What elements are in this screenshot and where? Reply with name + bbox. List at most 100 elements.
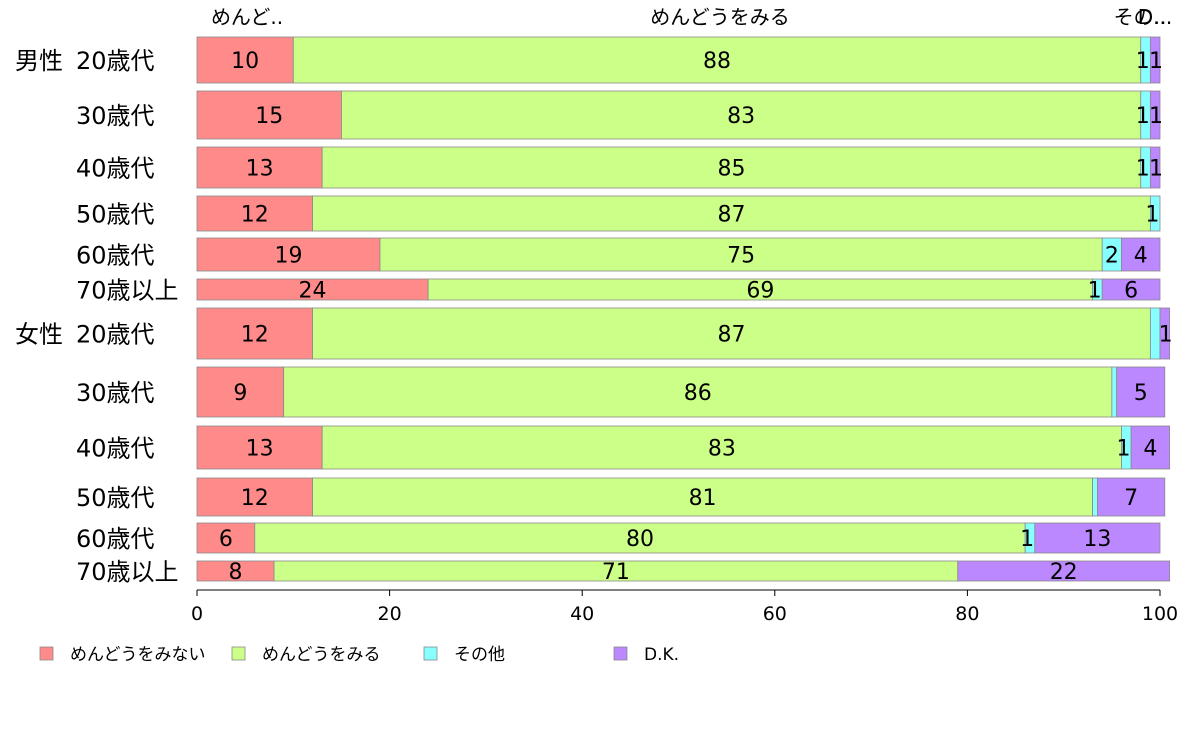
bar-segment xyxy=(321,425,1122,470)
group-label: 男性 xyxy=(15,47,63,75)
legend-swatch xyxy=(231,646,246,661)
data-label: 12 xyxy=(241,486,269,511)
bar-segment xyxy=(1111,366,1118,418)
bar-segment xyxy=(196,237,381,272)
legend-label: めんどうをみる xyxy=(262,645,381,665)
category-label: 30歳代 xyxy=(76,102,155,130)
category-label: 50歳代 xyxy=(76,484,155,512)
data-label: 12 xyxy=(241,203,269,228)
data-label: 85 xyxy=(717,157,745,182)
data-label: 13 xyxy=(246,437,274,462)
data-label: 6 xyxy=(219,527,233,552)
data-label: 1 xyxy=(1088,279,1102,304)
bar-segment xyxy=(196,366,285,418)
data-label: 1 xyxy=(1159,323,1173,348)
bar-segment xyxy=(1149,146,1161,189)
x-tick-label: 80 xyxy=(955,603,979,625)
legend-swatch xyxy=(39,646,54,661)
x-tick-label: 0 xyxy=(191,603,203,625)
data-label: 80 xyxy=(626,527,654,552)
bar-segment xyxy=(1121,237,1161,272)
data-label: 22 xyxy=(1050,560,1078,585)
x-tick-label: 100 xyxy=(1142,603,1178,625)
data-label: 13 xyxy=(246,157,274,182)
x-tick-label: 60 xyxy=(763,603,787,625)
bar-segment xyxy=(1101,278,1161,301)
bar-segment xyxy=(312,307,1151,360)
bar-segment xyxy=(283,366,1113,418)
top-series-label: めんど.. xyxy=(211,5,283,29)
bar-segment xyxy=(1130,425,1171,470)
data-label: 1 xyxy=(1145,203,1159,228)
category-label: 60歳代 xyxy=(76,242,155,270)
data-label: 81 xyxy=(689,486,717,511)
data-label: 1 xyxy=(1149,49,1163,74)
bar-segment xyxy=(196,195,313,232)
data-label: 1 xyxy=(1136,49,1150,74)
category-label: 70歳以上 xyxy=(76,558,179,586)
category-label: 20歳代 xyxy=(76,47,155,75)
x-tick-label: 20 xyxy=(378,603,402,625)
bar-segment xyxy=(1159,307,1171,360)
top-series-label: めんどうをみる xyxy=(650,5,789,29)
data-label: 83 xyxy=(727,104,755,129)
data-label: 83 xyxy=(708,437,736,462)
data-label: 87 xyxy=(717,203,745,228)
x-tick-label: 40 xyxy=(570,603,594,625)
bar-segment xyxy=(1149,195,1161,232)
bar-segment xyxy=(196,307,313,360)
bar-segment xyxy=(1097,477,1166,517)
data-label: 19 xyxy=(274,244,302,269)
data-label: 6 xyxy=(1124,279,1138,304)
data-label: 2 xyxy=(1105,244,1119,269)
legend-label: D.K. xyxy=(644,645,679,665)
data-label: 12 xyxy=(241,323,269,348)
bar-segment xyxy=(292,36,1142,84)
category-label: 60歳代 xyxy=(76,525,155,553)
data-label: 1 xyxy=(1136,157,1150,182)
legend-label: めんどうをみない xyxy=(70,645,206,665)
bar-segment xyxy=(321,146,1142,189)
bar-segment xyxy=(196,36,294,84)
category-label: 40歳代 xyxy=(76,435,155,463)
category-label: 70歳以上 xyxy=(76,277,179,305)
data-label: 87 xyxy=(717,323,745,348)
bar-segment xyxy=(1149,90,1161,140)
data-label: 86 xyxy=(684,381,712,406)
data-label: 7 xyxy=(1124,486,1138,511)
bar-segment xyxy=(1116,366,1166,418)
bar-segment xyxy=(1034,522,1161,554)
data-label: 10 xyxy=(231,49,259,74)
data-label: 75 xyxy=(727,244,755,269)
bar-segment xyxy=(1092,477,1098,517)
bar-segment xyxy=(957,560,1171,582)
bar-segment xyxy=(1149,36,1161,84)
data-label: 5 xyxy=(1134,381,1148,406)
data-label: 9 xyxy=(233,381,247,406)
bar-segment xyxy=(379,237,1103,272)
top-series-label: その.. xyxy=(1114,5,1167,29)
legend-swatch xyxy=(613,646,628,661)
bar-segment xyxy=(196,90,342,140)
category-label: 20歳代 xyxy=(76,321,155,349)
category-label: 30歳代 xyxy=(76,379,155,407)
bar-segment xyxy=(196,522,256,554)
data-label: 1 xyxy=(1149,104,1163,129)
legend-label: その他 xyxy=(454,645,505,665)
data-label: 8 xyxy=(229,560,243,585)
category-label: 40歳代 xyxy=(76,155,155,183)
data-label: 13 xyxy=(1083,527,1111,552)
legend-swatch xyxy=(423,646,438,661)
data-label: 24 xyxy=(299,279,327,304)
top-series-label: D... xyxy=(1138,5,1172,29)
bar-segment xyxy=(254,522,1026,554)
data-label: 1 xyxy=(1136,104,1150,129)
data-label: 4 xyxy=(1134,244,1148,269)
data-label: 69 xyxy=(746,279,774,304)
data-label: 1 xyxy=(1116,437,1130,462)
data-label: 1 xyxy=(1020,527,1034,552)
group-label: 女性 xyxy=(15,321,63,349)
data-label: 71 xyxy=(602,560,630,585)
data-label: 1 xyxy=(1149,157,1163,182)
